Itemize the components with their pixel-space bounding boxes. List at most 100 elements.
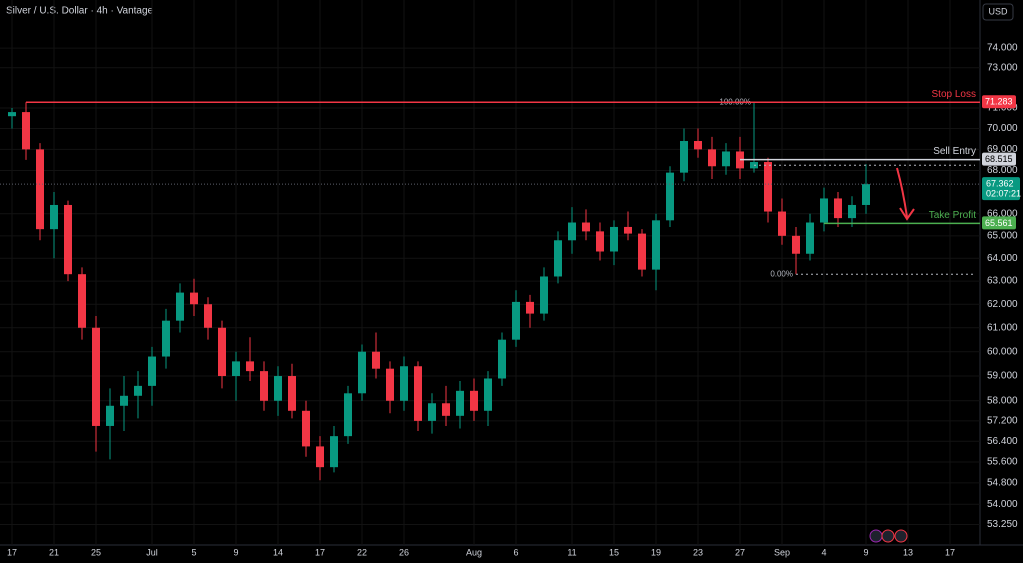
candle-body (190, 292, 198, 305)
x-tick-label: 17 (315, 547, 325, 557)
y-tick-label: 65.000 (987, 230, 1018, 241)
candle-body (302, 410, 310, 447)
candle-body (162, 320, 170, 357)
direction-arrow-head (899, 207, 915, 221)
candle-body (596, 231, 604, 252)
candle-body (92, 327, 100, 426)
currency-button[interactable] (982, 3, 1014, 21)
candle-body (106, 405, 114, 426)
candle-body (120, 395, 128, 406)
candle-body (148, 356, 156, 386)
candle-body (484, 378, 492, 411)
price-tag (982, 216, 1016, 230)
y-tick-label: 64.000 (987, 253, 1018, 264)
currency-label[interactable]: USD (988, 6, 1008, 16)
y-tick-label: 53.250 (987, 519, 1018, 530)
y-tick-label: 55.600 (987, 457, 1018, 468)
x-tick-label: 27 (735, 547, 745, 557)
x-tick-label: 15 (609, 547, 619, 557)
x-tick-label: 19 (651, 547, 661, 557)
x-tick-label: 9 (233, 547, 238, 557)
candle-body (344, 393, 352, 437)
y-tick-label: 66.000 (987, 208, 1018, 219)
y-tick-label: 57.200 (987, 416, 1018, 427)
plot-area (0, 0, 980, 545)
candle-body (526, 301, 534, 314)
y-tick-label: 70.000 (987, 123, 1018, 134)
current-price-label: 67.362 (986, 179, 1014, 189)
event-icon[interactable] (869, 529, 883, 543)
x-tick-label: 26 (399, 547, 409, 557)
chart-title: Silver / U.S. Dollar · 4h · Vantage (6, 6, 154, 17)
y-tick-label: 69.000 (987, 144, 1018, 155)
candle-body (456, 390, 464, 416)
x-tick-label: 25 (91, 547, 101, 557)
candle-body (288, 376, 296, 411)
candle-body (372, 351, 380, 369)
price-tag (982, 95, 1016, 109)
x-tick-label: 11 (567, 547, 576, 557)
candle-body (512, 301, 520, 340)
y-tick-label: 73.000 (987, 62, 1018, 73)
y-tick-label: 54.000 (987, 499, 1018, 510)
x-tick-label: Sep (774, 547, 790, 557)
candle-body (78, 274, 86, 328)
x-tick-label: 14 (273, 547, 283, 557)
trade-level-name: Stop Loss (932, 89, 976, 100)
candle-body (806, 222, 814, 254)
x-tick-label: Aug (466, 547, 482, 557)
candle-body (414, 366, 422, 421)
trade-level-name: Sell Entry (933, 146, 976, 157)
event-icon[interactable] (881, 529, 895, 543)
candle-body (8, 112, 16, 117)
candle-body (568, 222, 576, 241)
x-tick-label: 4 (821, 547, 826, 557)
candle-body (246, 361, 254, 372)
candle-body (862, 184, 870, 205)
y-tick-label: 62.000 (987, 299, 1018, 310)
candle-body (330, 436, 338, 468)
y-tick-label: 60.000 (987, 346, 1018, 357)
y-tick-label: 63.000 (987, 276, 1018, 287)
x-tick-label: 6 (513, 547, 518, 557)
candle-body (694, 141, 702, 150)
candle-body (834, 198, 842, 219)
candle-body (820, 198, 828, 223)
candle-body (50, 204, 58, 230)
current-price-tag (982, 177, 1020, 201)
trade-level-name: Take Profit (929, 210, 976, 221)
candle-body (260, 371, 268, 401)
x-tick-label: 17 (7, 547, 17, 557)
x-tick-label: Jul (146, 547, 158, 557)
candle-body (708, 149, 716, 167)
candle-body (274, 376, 282, 401)
candle-body (64, 204, 72, 275)
candle-body (764, 162, 772, 212)
candle-body (22, 112, 30, 150)
y-tick-label: 74.000 (987, 43, 1018, 54)
direction-arrow (896, 167, 908, 218)
x-tick-label: 9 (863, 547, 868, 557)
candle-body (134, 385, 142, 396)
countdown-label: 02:07:21 (986, 189, 1021, 199)
candle-body (442, 403, 450, 416)
event-icon[interactable] (894, 529, 908, 543)
candle-body (498, 339, 506, 379)
x-tick-label: 5 (191, 547, 196, 557)
candle-body (358, 351, 366, 394)
fib-label: 0.00% (770, 269, 793, 278)
x-tick-label: 21 (49, 547, 59, 557)
candle-body (680, 141, 688, 173)
candle-body (666, 172, 674, 221)
candle-body (540, 276, 548, 314)
candle-body (428, 403, 436, 421)
candle-body (848, 204, 856, 219)
candle-body (792, 235, 800, 254)
candle-body (470, 390, 478, 411)
price-tag (982, 152, 1016, 166)
candle-body (400, 366, 408, 401)
y-tick-label: 58.000 (987, 395, 1018, 406)
candle-body (36, 149, 44, 230)
candle-body (722, 151, 730, 167)
